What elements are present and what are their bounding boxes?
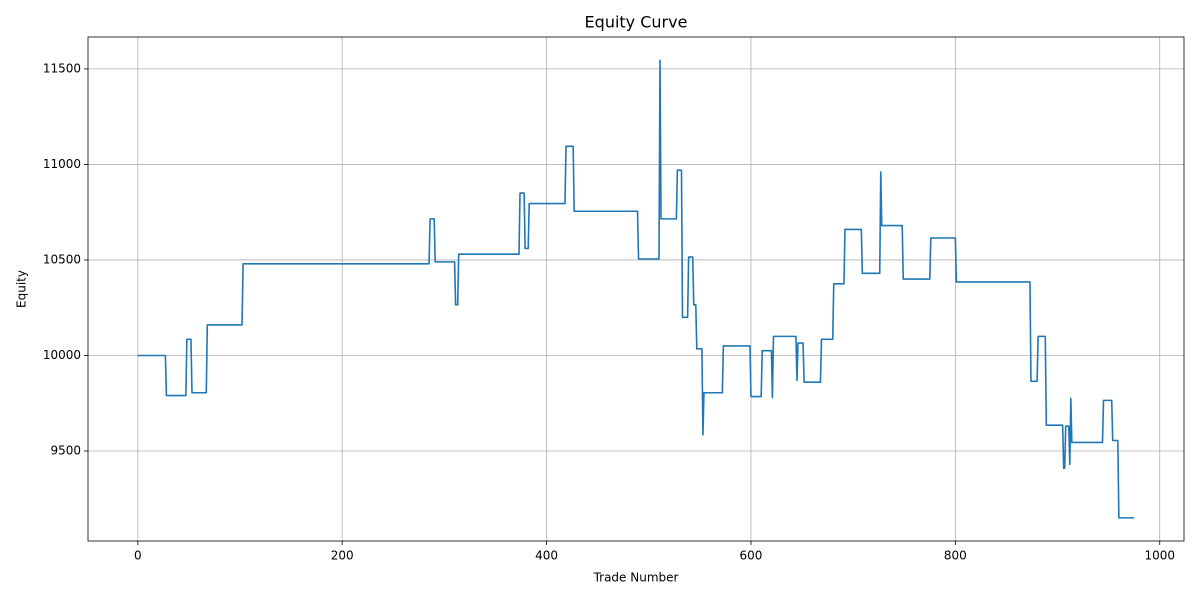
y-axis-label: Equity (15, 270, 29, 308)
x-tick-label: 400 (535, 549, 558, 563)
plot-frame (87, 36, 1185, 542)
chart-title: Equity Curve (585, 13, 688, 32)
equity-line (137, 59, 1135, 519)
y-tick-label: 10000 (43, 348, 81, 362)
x-tick-label: 0 (134, 549, 142, 563)
y-tick-label: 9500 (50, 444, 81, 458)
x-tick-label: 200 (331, 549, 354, 563)
y-tick-label: 11500 (43, 61, 81, 75)
y-tick-label: 11000 (43, 157, 81, 171)
x-tick-label: 800 (944, 549, 967, 563)
y-tick-label: 10500 (43, 252, 81, 266)
x-axis-label: Trade Number (593, 571, 679, 585)
x-tick-label: 1000 (1144, 549, 1175, 563)
x-tick-label: 600 (740, 549, 763, 563)
